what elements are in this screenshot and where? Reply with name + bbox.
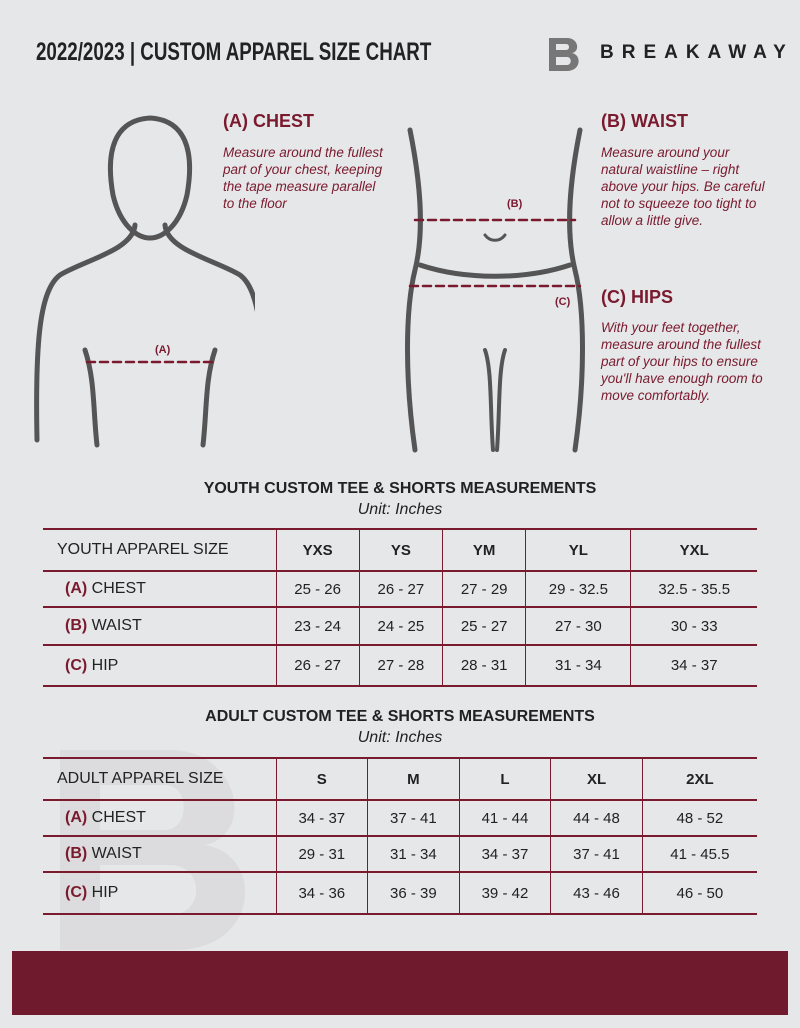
cell: 32.5 - 35.5 xyxy=(630,570,757,608)
cell: 44 - 48 xyxy=(550,799,643,837)
size-header: YS xyxy=(358,528,443,572)
size-header: YL xyxy=(525,528,631,572)
table-row: (B) WAIST 29 - 31 31 - 34 34 - 37 37 - 41 41 … xyxy=(43,835,757,873)
cell: 34 - 37 xyxy=(630,644,757,687)
table-row: (A) CHEST 34 - 37 37 - 41 41 - 44 44 - 48 48 … xyxy=(43,799,757,837)
cell: 41 - 45.5 xyxy=(641,835,757,873)
chest-marker: (A) xyxy=(155,344,171,356)
cell: 48 - 52 xyxy=(641,799,757,837)
cell: 26 - 27 xyxy=(275,644,360,687)
cell: 29 - 32.5 xyxy=(525,570,631,608)
size-header: S xyxy=(275,757,368,801)
cell: 24 - 25 xyxy=(358,606,443,646)
hips-heading: (C) HIPS xyxy=(601,287,673,307)
cell: 43 - 46 xyxy=(550,871,643,915)
row-header: YOUTH APPAREL SIZE xyxy=(43,528,276,572)
size-header: L xyxy=(458,757,551,801)
cell: 27 - 29 xyxy=(442,570,526,608)
waist-heading: (B) WAIST xyxy=(601,111,688,131)
row-label: (C) HIP xyxy=(43,644,276,687)
cell: 34 - 37 xyxy=(458,835,551,873)
hips-marker: (C) xyxy=(555,296,571,308)
row-label: (A) CHEST xyxy=(43,570,276,608)
cell: 34 - 36 xyxy=(275,871,368,915)
row-header: ADULT APPAREL SIZE xyxy=(43,757,276,801)
table-row: (C) HIP 26 - 27 27 - 28 28 - 31 31 - 34 34 - … xyxy=(43,644,757,687)
row-label: (B) WAIST xyxy=(43,606,276,646)
cell: 41 - 44 xyxy=(458,799,551,837)
row-label: (B) WAIST xyxy=(43,835,276,873)
page-title: 2022/2023 | CUSTOM APPAREL SIZE CHART xyxy=(36,38,432,66)
cell: 29 - 31 xyxy=(275,835,368,873)
brand-name: BREAKAWAY xyxy=(600,42,794,63)
cell: 39 - 42 xyxy=(458,871,551,915)
size-header: M xyxy=(367,757,460,801)
lower-body-figure-icon xyxy=(405,127,585,453)
cell: 25 - 27 xyxy=(442,606,526,646)
cell: 31 - 34 xyxy=(525,644,631,687)
table-header-row: YOUTH APPAREL SIZE YXS YS YM YL YXL xyxy=(43,528,757,572)
size-header: 2XL xyxy=(641,757,757,801)
breakaway-logo-icon xyxy=(549,38,579,71)
table-row: (A) CHEST 25 - 26 26 - 27 27 - 29 29 - 32.5 3… xyxy=(43,570,757,608)
cell: 46 - 50 xyxy=(641,871,757,915)
cell: 37 - 41 xyxy=(367,799,460,837)
table-header-row: ADULT APPAREL SIZE S M L XL 2XL xyxy=(43,757,757,801)
hips-description: With your feet together, measure around … xyxy=(601,320,763,403)
size-header: YM xyxy=(442,528,526,572)
adult-size-table: ADULT APPAREL SIZE S M L XL 2XL (A) CHEST 34 -… xyxy=(43,757,757,915)
cell: 23 - 24 xyxy=(275,606,360,646)
cell: 31 - 34 xyxy=(367,835,460,873)
cell: 36 - 39 xyxy=(367,871,460,915)
cell: 27 - 28 xyxy=(358,644,443,687)
cell: 25 - 26 xyxy=(275,570,360,608)
cell: 37 - 41 xyxy=(550,835,643,873)
adult-table-title: ADULT CUSTOM TEE & SHORTS MEASUREMENTS xyxy=(205,708,595,725)
table-row: (B) WAIST 23 - 24 24 - 25 25 - 27 27 - 30 30 … xyxy=(43,606,757,646)
row-label: (C) HIP xyxy=(43,871,276,915)
cell: 26 - 27 xyxy=(358,570,443,608)
size-header: YXL xyxy=(630,528,757,572)
youth-table-unit: Unit: Inches xyxy=(357,501,443,518)
adult-table-unit: Unit: Inches xyxy=(357,729,443,746)
waist-description: Measure around your natural waistline – … xyxy=(601,145,765,228)
table-row: (C) HIP 34 - 36 36 - 39 39 - 42 43 - 46 46 - … xyxy=(43,871,757,915)
upper-body-figure-icon xyxy=(34,115,255,448)
size-header: XL xyxy=(550,757,643,801)
cell: 28 - 31 xyxy=(442,644,526,687)
youth-table-title: YOUTH CUSTOM TEE & SHORTS MEASUREMENTS xyxy=(203,480,597,497)
chest-description: Measure around the fullest part of your … xyxy=(223,145,383,211)
chest-heading: (A) CHEST xyxy=(223,111,314,131)
youth-size-table: YOUTH APPAREL SIZE YXS YS YM YL YXL (A) CHEST… xyxy=(43,528,757,687)
cell: 30 - 33 xyxy=(630,606,757,646)
waist-marker: (B) xyxy=(507,198,523,210)
size-header: YXS xyxy=(275,528,360,572)
cell: 34 - 37 xyxy=(275,799,368,837)
cell: 27 - 30 xyxy=(525,606,631,646)
row-label: (A) CHEST xyxy=(43,799,276,837)
footer-bar xyxy=(12,951,788,1015)
